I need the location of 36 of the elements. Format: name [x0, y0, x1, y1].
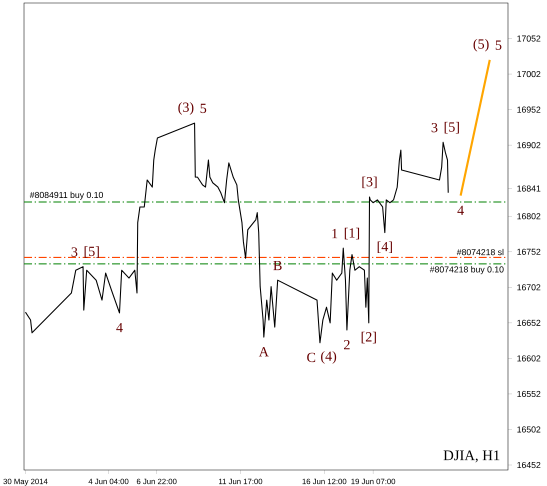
y-tick-label: 17052	[517, 35, 540, 42]
annotation: 1	[332, 228, 338, 238]
y-tick-label: 16952	[517, 106, 540, 113]
annotation: 5	[496, 40, 502, 50]
y-tick-label: 16702	[517, 284, 540, 290]
y-tick-label: 16802	[517, 213, 540, 220]
y-tick-label: 16502	[517, 426, 540, 433]
y-tick-label: 16902	[517, 142, 540, 148]
annotation: (3)	[178, 102, 194, 115]
annotation: [1]	[344, 228, 360, 240]
annotation: (4)	[321, 351, 336, 364]
annotation: [2]	[362, 332, 376, 344]
y-tick-label: 16841	[517, 185, 540, 192]
annotation: (5)	[474, 38, 489, 52]
ref-line-label: #8084911 buy 0.10	[30, 192, 103, 200]
annotation: [3]	[362, 176, 377, 188]
y-tick-label: 17002	[517, 71, 540, 78]
y-tick-label: 16752	[517, 248, 540, 255]
y-tick-label: 16602	[517, 355, 540, 362]
annotation: [5]	[444, 122, 459, 134]
annotation: 4	[116, 322, 123, 332]
annotation: A	[258, 347, 269, 356]
annotation: DJIA, H1	[444, 450, 500, 462]
annotation: 5	[200, 104, 206, 114]
annotation: [5]	[84, 246, 99, 258]
annotation: 4	[457, 206, 464, 215]
annotation: [4]	[378, 241, 392, 254]
annotation: 3	[432, 122, 438, 132]
annotation: C	[307, 352, 316, 362]
ref-line-label: #8074218 buy 0.10	[430, 266, 504, 274]
ref-line-label: #8074218 sl	[456, 248, 504, 256]
y-tick-label: 16652	[517, 320, 540, 326]
y-tick-label: 16552	[517, 390, 540, 397]
annotation: 2	[344, 340, 350, 350]
annotation: 3	[72, 247, 78, 257]
y-tick-label: 16452	[517, 462, 540, 468]
